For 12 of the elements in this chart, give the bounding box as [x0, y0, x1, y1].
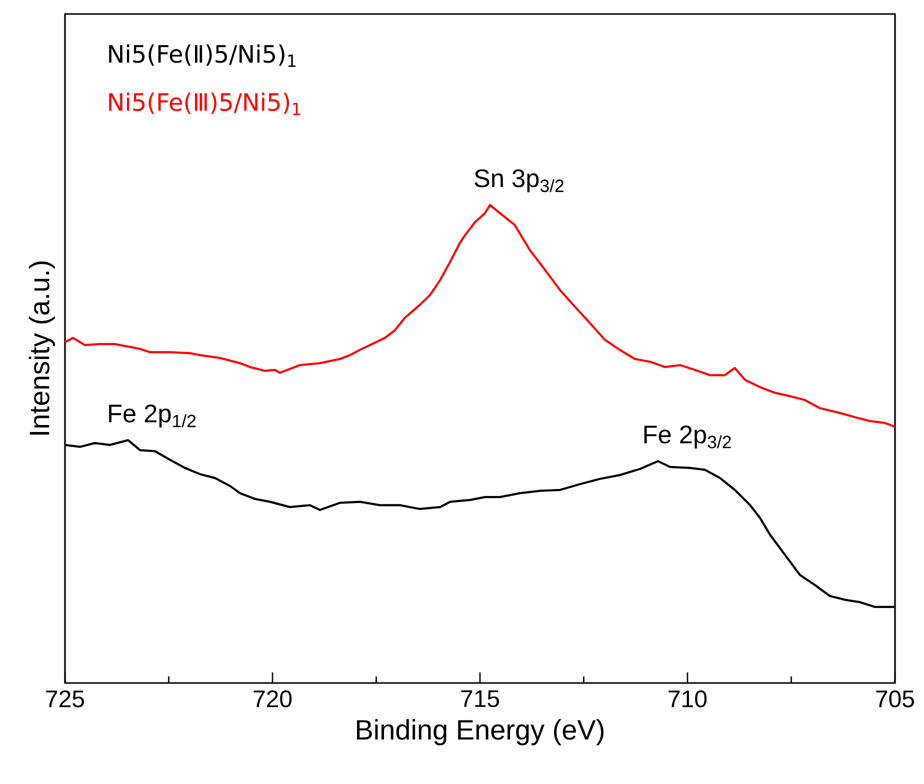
- x-tick-label: 725: [46, 690, 84, 708]
- x-tick-label: 705: [876, 690, 914, 708]
- annotation: Fe 2p$_{1/2}$: [109, 404, 196, 428]
- text: Ni5(Fe(Ⅱ)5/Ni5)$_{1}$: [109, 44, 296, 67]
- y-axis-title: Intensity (a.u.): [28, 262, 55, 435]
- text: Ni5(Fe(Ⅲ)5/Ni5)$_{1}$: [109, 92, 300, 116]
- x-tick-label: 710: [668, 690, 707, 708]
- annotation: Sn 3p$_{3/2}$: [474, 169, 564, 192]
- annotation: Fe 2p$_{3/2}$: [644, 426, 731, 448]
- x-axis-title: Binding Energy (eV): [357, 719, 604, 746]
- x-tick-label: 720: [254, 690, 292, 708]
- x-tick-label: 715: [461, 690, 499, 708]
